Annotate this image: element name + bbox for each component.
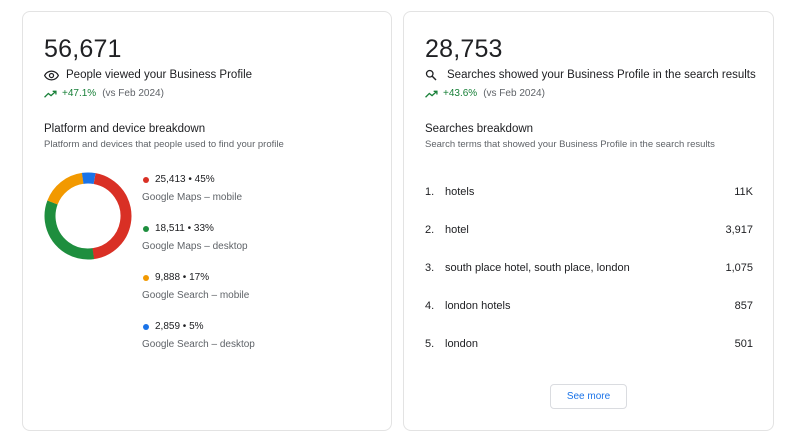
- legend-value: 18,511 • 33%: [155, 223, 214, 234]
- trending-up-icon: [425, 89, 439, 99]
- legend-dot: [143, 225, 149, 232]
- search-term-row: 4. london hotels 857: [425, 300, 753, 312]
- search-icon: [425, 68, 441, 82]
- profile-views-metric: People viewed your Business Profile: [44, 68, 252, 82]
- trend-percentage: +43.6%: [443, 88, 478, 99]
- searches-breakdown-subtitle: Search terms that showed your Business P…: [425, 139, 715, 150]
- platform-breakdown-title: Platform and device breakdown: [44, 123, 206, 135]
- donut-segment-1: [44, 172, 132, 260]
- legend-label: Google Maps – mobile: [142, 192, 243, 203]
- search-appearances-metric: Searches showed your Business Profile in…: [425, 68, 756, 82]
- legend-dot: [143, 274, 149, 281]
- profile-views-total: 56,671: [44, 35, 122, 63]
- legend-label: Google Search – desktop: [142, 339, 255, 350]
- search-term: london: [445, 338, 479, 350]
- search-term-row: 2. hotel 3,917: [425, 224, 753, 236]
- legend-dot: [143, 323, 149, 330]
- legend-item-search-mobile: 9,888 • 17% Google Search – mobile: [142, 272, 249, 301]
- trend-percentage: +47.1%: [62, 88, 97, 99]
- search-appearances-trend: +43.6% (vs Feb 2024): [425, 88, 545, 99]
- search-term: hotel: [445, 224, 469, 236]
- search-term-count: 1,075: [725, 262, 753, 274]
- legend-item-search-desktop: 2,859 • 5% Google Search – desktop: [142, 321, 255, 350]
- legend-value: 9,888 • 17%: [155, 272, 210, 283]
- eye-icon: [44, 68, 60, 82]
- legend-value: 25,413 • 45%: [155, 174, 215, 185]
- search-term-row: 5. london 501: [425, 338, 753, 350]
- search-term: south place hotel, south place, london: [445, 262, 630, 274]
- searches-breakdown-title: Searches breakdown: [425, 123, 534, 135]
- trend-comparison: (vs Feb 2024): [483, 88, 545, 99]
- search-appearances-total: 28,753: [425, 35, 503, 63]
- donut-segment-3: [44, 172, 132, 260]
- platform-donut-chart: [44, 172, 132, 260]
- search-term-index: 4.: [425, 300, 435, 312]
- profile-views-label: People viewed your Business Profile: [66, 69, 253, 81]
- search-term-count: 501: [734, 338, 753, 350]
- search-term-count: 11K: [734, 186, 753, 198]
- search-term-index: 3.: [425, 262, 435, 274]
- see-more-button[interactable]: See more: [550, 384, 627, 409]
- legend-value: 2,859 • 5%: [155, 321, 204, 332]
- platform-breakdown-subtitle: Platform and devices that people used to…: [44, 139, 284, 150]
- legend-item-maps-desktop: 18,511 • 33% Google Maps – desktop: [142, 223, 248, 252]
- search-appearances-label: Searches showed your Business Profile in…: [447, 69, 756, 81]
- search-term-index: 2.: [425, 224, 435, 236]
- search-term-index: 5.: [425, 338, 435, 350]
- donut-segment-2: [44, 172, 132, 260]
- search-appearances-card: 28,753 Searches showed your Business Pro…: [403, 11, 774, 431]
- search-term: london hotels: [445, 300, 511, 312]
- profile-views-card: 56,671 People viewed your Business Profi…: [22, 11, 392, 431]
- trend-comparison: (vs Feb 2024): [102, 88, 164, 99]
- search-term-index: 1.: [425, 186, 435, 198]
- search-term: hotels: [445, 186, 475, 198]
- legend-label: Google Search – mobile: [142, 290, 250, 301]
- profile-views-trend: +47.1% (vs Feb 2024): [44, 88, 164, 99]
- trending-up-icon: [44, 89, 58, 99]
- search-term-row: 1. hotels 11K: [425, 186, 753, 198]
- legend-label: Google Maps – desktop: [142, 241, 248, 252]
- legend-dot: [143, 176, 149, 183]
- search-term-row: 3. south place hotel, south place, londo…: [425, 262, 753, 274]
- search-term-count: 3,917: [725, 224, 753, 236]
- search-term-count: 857: [734, 300, 753, 312]
- legend-item-maps-mobile: 25,413 • 45% Google Maps – mobile: [142, 174, 242, 203]
- donut-segment-0: [44, 172, 132, 260]
